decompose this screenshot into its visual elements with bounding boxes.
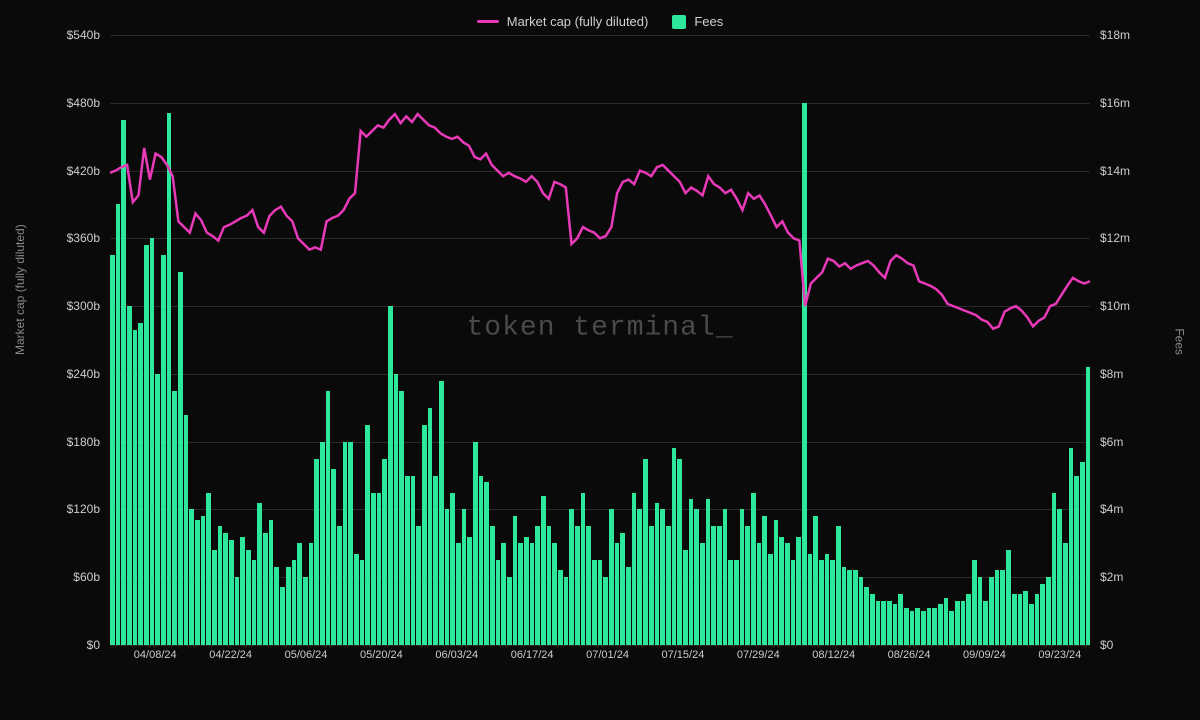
market-cap-line xyxy=(110,35,1090,645)
y-tick-left: $0 xyxy=(44,638,100,652)
plot-area: Market cap (fully diluted) Fees $0$60b$1… xyxy=(20,35,1180,675)
y-tick-right: $12m xyxy=(1100,231,1156,245)
y-tick-left: $240b xyxy=(44,367,100,381)
y-tick-right: $6m xyxy=(1100,435,1156,449)
x-tick: 06/17/24 xyxy=(511,649,554,661)
x-tick: 05/06/24 xyxy=(285,649,328,661)
y-tick-left: $120b xyxy=(44,502,100,516)
legend-item-fees: Fees xyxy=(672,14,723,29)
x-tick: 09/09/24 xyxy=(963,649,1006,661)
x-tick: 04/08/24 xyxy=(134,649,177,661)
x-tick: 07/01/24 xyxy=(586,649,629,661)
legend-line-swatch xyxy=(477,20,499,23)
chart-legend: Market cap (fully diluted) Fees xyxy=(20,10,1180,35)
y-axis-left-ticks: $0$60b$120b$180b$240b$300b$360b$420b$480… xyxy=(44,35,100,645)
y-tick-right: $10m xyxy=(1100,299,1156,313)
y-tick-right: $8m xyxy=(1100,367,1156,381)
x-tick: 04/22/24 xyxy=(209,649,252,661)
y-tick-left: $60b xyxy=(44,570,100,584)
y-tick-right: $14m xyxy=(1100,164,1156,178)
legend-box-swatch xyxy=(672,15,686,29)
y-tick-left: $300b xyxy=(44,299,100,313)
y-tick-left: $540b xyxy=(44,28,100,42)
chart-container: Market cap (fully diluted) Fees Market c… xyxy=(0,0,1200,720)
x-tick: 07/29/24 xyxy=(737,649,780,661)
y-tick-right: $18m xyxy=(1100,28,1156,42)
gridline xyxy=(110,645,1090,646)
legend-item-market-cap: Market cap (fully diluted) xyxy=(477,14,649,29)
x-tick: 08/12/24 xyxy=(812,649,855,661)
x-tick: 09/23/24 xyxy=(1038,649,1081,661)
y-tick-left: $480b xyxy=(44,96,100,110)
legend-label: Fees xyxy=(694,14,723,29)
x-axis-ticks: 04/08/24 04/22/24 05/06/24 05/20/24 06/03/24… xyxy=(110,649,1090,669)
y-tick-left: $360b xyxy=(44,231,100,245)
y-tick-left: $180b xyxy=(44,435,100,449)
legend-label: Market cap (fully diluted) xyxy=(507,14,649,29)
y-tick-right: $16m xyxy=(1100,96,1156,110)
x-tick: 06/03/24 xyxy=(435,649,478,661)
y-tick-right: $2m xyxy=(1100,570,1156,584)
y-tick-right: $0 xyxy=(1100,638,1156,652)
y-axis-right-label: Fees xyxy=(1173,328,1187,355)
x-tick: 07/15/24 xyxy=(662,649,705,661)
market-cap-polyline xyxy=(110,114,1090,329)
x-tick: 08/26/24 xyxy=(888,649,931,661)
y-tick-left: $420b xyxy=(44,164,100,178)
plot-region: token terminal_ xyxy=(110,35,1090,645)
y-axis-right-ticks: $0$2m$4m$6m$8m$10m$12m$14m$16m$18m xyxy=(1100,35,1156,645)
x-tick: 05/20/24 xyxy=(360,649,403,661)
y-axis-left-label: Market cap (fully diluted) xyxy=(13,224,27,355)
y-tick-right: $4m xyxy=(1100,502,1156,516)
